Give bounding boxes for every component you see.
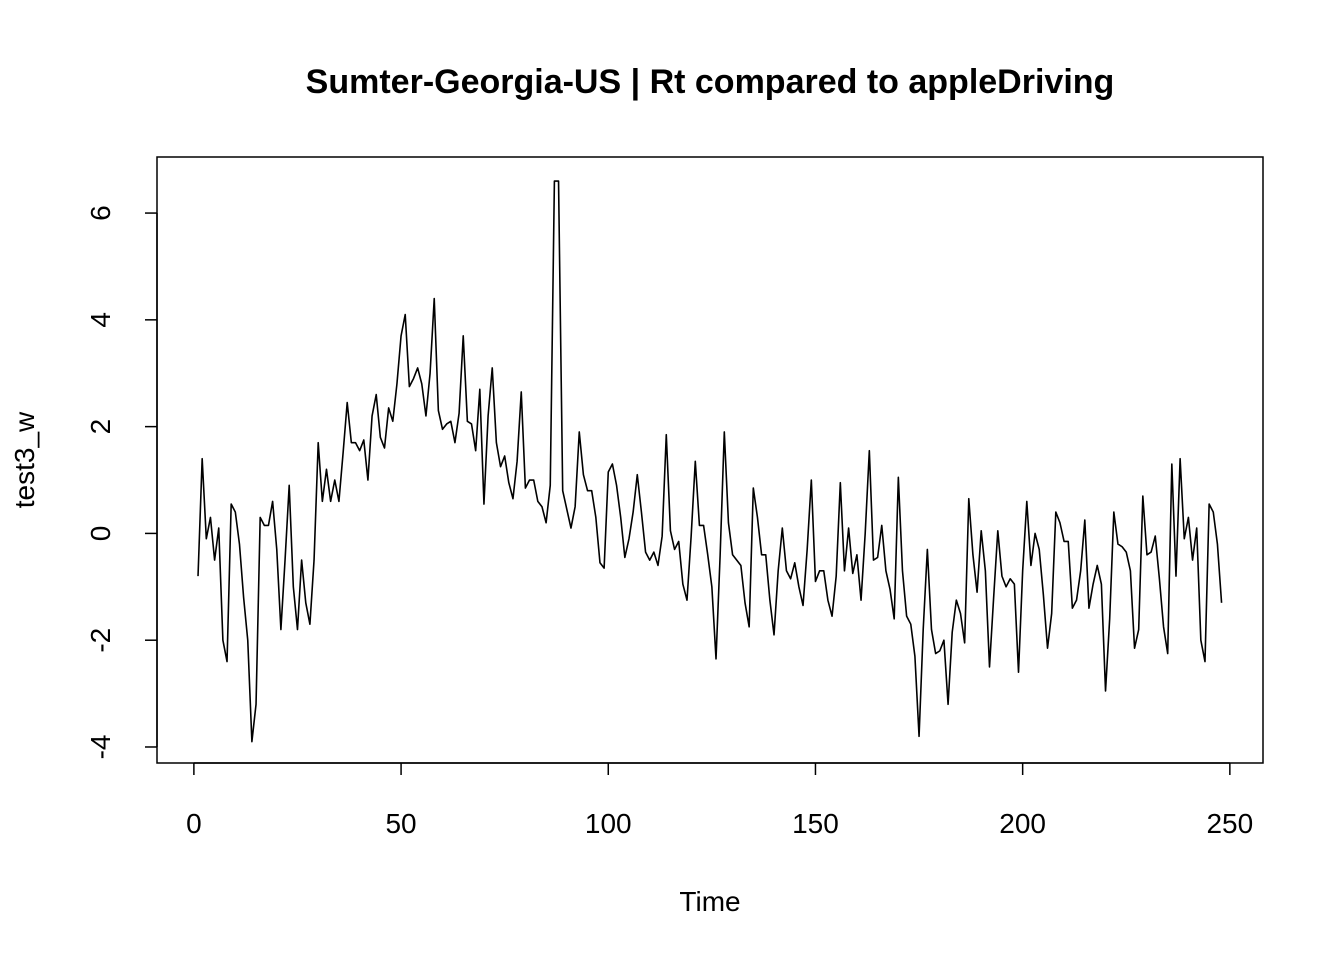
x-tick-label: 0 (186, 808, 202, 839)
x-tick-label: 150 (792, 808, 839, 839)
y-tick-label: 0 (85, 526, 116, 542)
plot-area-border (156, 156, 1264, 764)
series-layer (197, 180, 1223, 743)
y-tick-label: 4 (85, 312, 116, 328)
y-tick-label: -2 (85, 628, 116, 653)
series-line (197, 180, 1223, 743)
x-axis-label: Time (679, 886, 740, 917)
y-tick-label: 6 (85, 205, 116, 221)
x-axis: 0 50 100 150 200 250 (186, 762, 1253, 839)
x-tick-label: 250 (1206, 808, 1253, 839)
y-axis: -4 -2 0 2 4 6 (85, 205, 158, 760)
x-tick-label: 100 (585, 808, 632, 839)
y-axis-label: test3_w (9, 411, 40, 508)
x-tick-label: 200 (999, 808, 1046, 839)
x-tick-label: 50 (385, 808, 416, 839)
y-tick-label: -4 (85, 735, 116, 760)
y-tick-label: 2 (85, 419, 116, 435)
chart-title: Sumter-Georgia-US | Rt compared to apple… (306, 63, 1115, 101)
